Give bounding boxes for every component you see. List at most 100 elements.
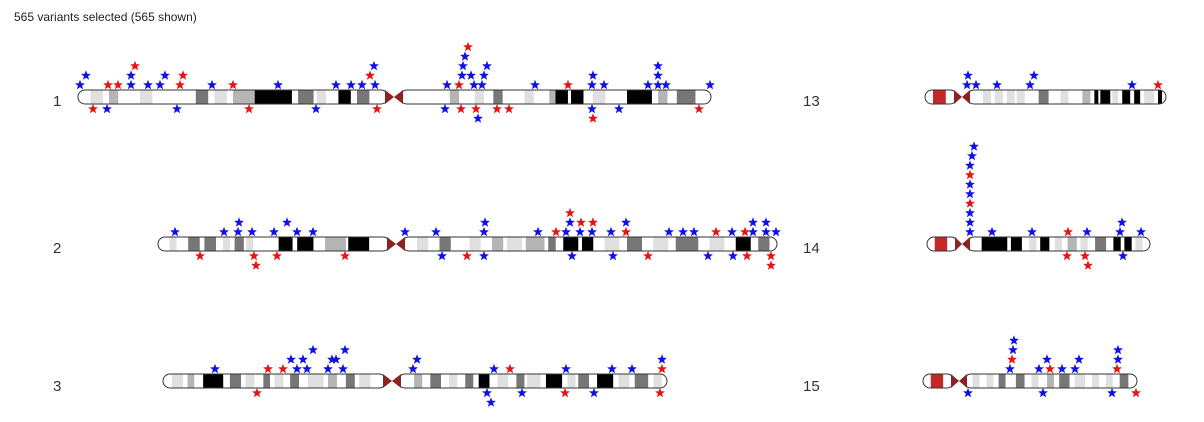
band xyxy=(1112,90,1119,104)
variant-marker xyxy=(742,250,752,261)
band xyxy=(497,374,509,388)
band xyxy=(171,374,184,388)
arm-bands xyxy=(923,374,954,388)
variant-marker xyxy=(599,79,609,90)
variant-marker xyxy=(992,79,1002,90)
variant-marker xyxy=(340,344,350,355)
centromere-p xyxy=(951,374,959,388)
variant-marker xyxy=(1045,363,1055,374)
variant-marker xyxy=(567,250,577,261)
variant-marker xyxy=(469,79,479,90)
variant-marker xyxy=(298,354,308,364)
variant-marker xyxy=(88,103,98,114)
variant-marker xyxy=(1038,387,1048,398)
band xyxy=(1100,90,1111,104)
variant-marker xyxy=(1118,250,1128,261)
variant-marker xyxy=(102,103,112,114)
variant-marker xyxy=(482,387,492,398)
variant-marker xyxy=(1009,335,1019,345)
centromere-p xyxy=(385,90,394,104)
band xyxy=(1135,237,1143,251)
variant-marker xyxy=(311,103,321,114)
variant-marker xyxy=(160,70,170,80)
variant-marker xyxy=(588,217,598,227)
band xyxy=(525,237,545,251)
variant-marker xyxy=(233,226,243,237)
variant-marker xyxy=(331,354,341,364)
band xyxy=(449,374,458,388)
band xyxy=(1092,374,1099,388)
variant-marker xyxy=(175,79,185,90)
centromere-q xyxy=(959,374,967,388)
band xyxy=(474,90,484,104)
variant-marker xyxy=(1007,354,1017,364)
variant-marker xyxy=(273,79,283,90)
band xyxy=(449,90,460,104)
variant-marker xyxy=(282,217,292,227)
variant-marker xyxy=(766,260,776,270)
variant-marker xyxy=(113,79,123,90)
band xyxy=(1015,374,1025,388)
chromosome-2 xyxy=(157,207,781,270)
band xyxy=(195,90,209,104)
variant-marker xyxy=(664,226,674,237)
band xyxy=(188,237,200,251)
band xyxy=(972,374,980,388)
variant-marker xyxy=(965,207,975,218)
band xyxy=(478,374,490,388)
band xyxy=(316,90,326,104)
band xyxy=(1029,237,1037,251)
band xyxy=(567,374,576,388)
variant-marker xyxy=(1082,226,1092,237)
variant-marker xyxy=(308,344,318,355)
variant-marker xyxy=(530,79,540,90)
variant-marker xyxy=(489,363,499,374)
band xyxy=(675,237,699,251)
variant-marker xyxy=(766,250,776,261)
variant-marker xyxy=(412,354,422,364)
band xyxy=(994,90,1003,104)
variant-marker xyxy=(587,79,597,90)
band xyxy=(998,374,1006,388)
arm-bands xyxy=(967,237,1150,251)
variant-marker xyxy=(505,363,515,374)
band xyxy=(1119,374,1129,388)
arm-bands xyxy=(967,90,1166,104)
variant-marker xyxy=(155,79,165,90)
variant-marker xyxy=(126,70,136,80)
variant-marker xyxy=(576,217,586,227)
variant-marker xyxy=(971,79,981,90)
band xyxy=(653,374,662,388)
centromere-p xyxy=(954,90,962,104)
variant-marker xyxy=(369,60,379,71)
band xyxy=(278,237,293,251)
chromosome-3 xyxy=(162,344,668,407)
variant-marker xyxy=(1062,250,1072,261)
variant-marker xyxy=(247,226,257,237)
variant-marker xyxy=(761,217,771,227)
band xyxy=(933,90,946,104)
variant-marker xyxy=(565,217,575,227)
variant-marker xyxy=(482,60,492,71)
chromosome-13 xyxy=(924,70,1167,105)
variant-marker xyxy=(195,250,205,261)
variant-marker xyxy=(458,60,468,71)
band xyxy=(348,237,370,251)
variant-marker xyxy=(219,226,229,237)
band xyxy=(930,374,944,388)
arm-bands xyxy=(400,90,711,104)
variant-marker xyxy=(323,363,333,374)
band xyxy=(709,237,725,251)
variant-marker xyxy=(653,60,663,71)
variant-marker xyxy=(551,226,561,237)
variant-marker xyxy=(607,363,617,374)
variant-marker xyxy=(1083,260,1093,270)
band xyxy=(169,237,177,251)
variant-marker xyxy=(965,226,975,237)
band xyxy=(563,237,579,251)
band xyxy=(290,374,300,388)
variant-marker xyxy=(761,226,771,237)
variant-marker xyxy=(965,188,975,199)
variant-marker xyxy=(963,387,973,398)
variant-marker xyxy=(504,103,514,114)
